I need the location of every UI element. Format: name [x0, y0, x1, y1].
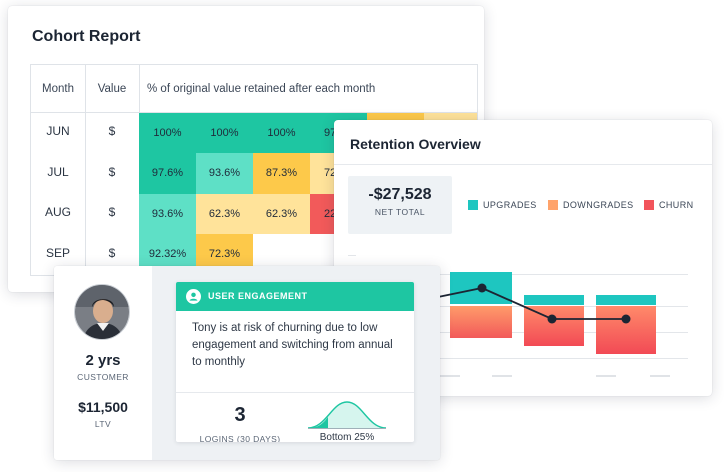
user-icon [186, 289, 201, 304]
logins-label: LOGINS (30 DAYS) [199, 434, 281, 442]
churn-bar [450, 306, 512, 338]
row-value-jun: $ [108, 124, 116, 138]
row-value-aug: $ [108, 205, 116, 219]
divider [85, 65, 86, 275]
avatar [74, 284, 130, 340]
customer-tenure-label: CUSTOMER [77, 372, 129, 382]
header-month: Month [42, 83, 74, 95]
axis-tick [650, 375, 670, 377]
engagement-header: USER ENGAGEMENT [176, 282, 414, 311]
legend-label: DOWNGRADES [563, 200, 634, 210]
gridline [348, 255, 356, 256]
heat-cell: 97.6% [139, 153, 196, 194]
heat-cell: 100% [196, 113, 253, 153]
row-month-sep: SEP [45, 246, 70, 260]
row-month-jul: JUL [47, 165, 69, 179]
customer-tenure: 2 yrs [85, 352, 121, 369]
customer-ltv-label: LTV [94, 419, 112, 429]
heat-cell: 87.3% [253, 153, 310, 194]
upgrades-bar [596, 295, 656, 305]
heat-cell: 93.6% [139, 194, 196, 234]
cohort-table-header: Month Value % of original value retained… [31, 65, 477, 113]
distribution-curve-icon [307, 401, 387, 429]
net-trend-line [437, 283, 631, 324]
gridline [438, 274, 688, 275]
engagement-message: Tony is at risk of churning due to low e… [192, 322, 393, 368]
header-description: % of original value retained after each … [147, 83, 376, 95]
legend-swatch [644, 200, 654, 210]
churn-bar [596, 306, 656, 354]
row-month-aug: AUG [44, 205, 71, 219]
legend-swatch [468, 200, 478, 210]
divider [334, 164, 712, 165]
axis-tick [596, 375, 616, 377]
heat-cell: 100% [253, 113, 310, 153]
percentile-label: Bottom 25% [319, 432, 375, 442]
user-engagement-card: USER ENGAGEMENT Tony is at risk of churn… [176, 282, 414, 442]
header-value: Value [97, 83, 127, 95]
customer-summary: 2 yrs CUSTOMER $11,500 LTV [54, 266, 152, 460]
legend-label: CHURN [659, 200, 694, 210]
gridline [438, 358, 688, 359]
divider [176, 392, 414, 393]
legend-label: UPGRADES [483, 200, 537, 210]
row-month-jun: JUN [46, 124, 70, 138]
trend-point [547, 314, 557, 324]
axis-tick [492, 375, 512, 377]
cohort-title: Cohort Report [32, 28, 141, 45]
heat-cell: 62.3% [253, 194, 310, 234]
trend-point [621, 314, 631, 324]
axis-tick [440, 375, 460, 377]
logins-count: 3 [234, 404, 246, 426]
upgrades-bar [524, 295, 584, 305]
churn-bar [524, 306, 584, 346]
trend-point [477, 283, 487, 293]
legend-swatch [548, 200, 558, 210]
net-total-box: -$27,528 NET TOTAL [348, 176, 452, 234]
customer-ltv: $11,500 [78, 399, 128, 415]
retention-title: Retention Overview [350, 136, 481, 152]
heat-cell: 100% [139, 113, 196, 153]
engagement-title: USER ENGAGEMENT [208, 291, 308, 301]
net-total-label: NET TOTAL [374, 207, 426, 217]
row-value-sep: $ [108, 246, 116, 260]
heat-cell: 93.6% [196, 153, 253, 194]
row-value-jul: $ [108, 165, 116, 179]
heat-cell: 62.3% [196, 194, 253, 234]
customer-card: 2 yrs CUSTOMER $11,500 LTV USER ENGAGEME… [54, 266, 440, 460]
net-total-value: -$27,528 [368, 186, 432, 203]
